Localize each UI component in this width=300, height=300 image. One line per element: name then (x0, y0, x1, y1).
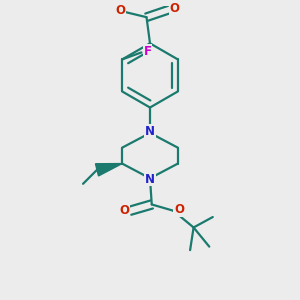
Text: F: F (144, 45, 152, 58)
Text: N: N (145, 125, 155, 138)
Text: N: N (145, 172, 155, 185)
Polygon shape (95, 164, 122, 176)
Text: O: O (174, 203, 184, 216)
Text: O: O (116, 4, 126, 17)
Text: O: O (119, 204, 130, 217)
Text: O: O (170, 2, 180, 15)
